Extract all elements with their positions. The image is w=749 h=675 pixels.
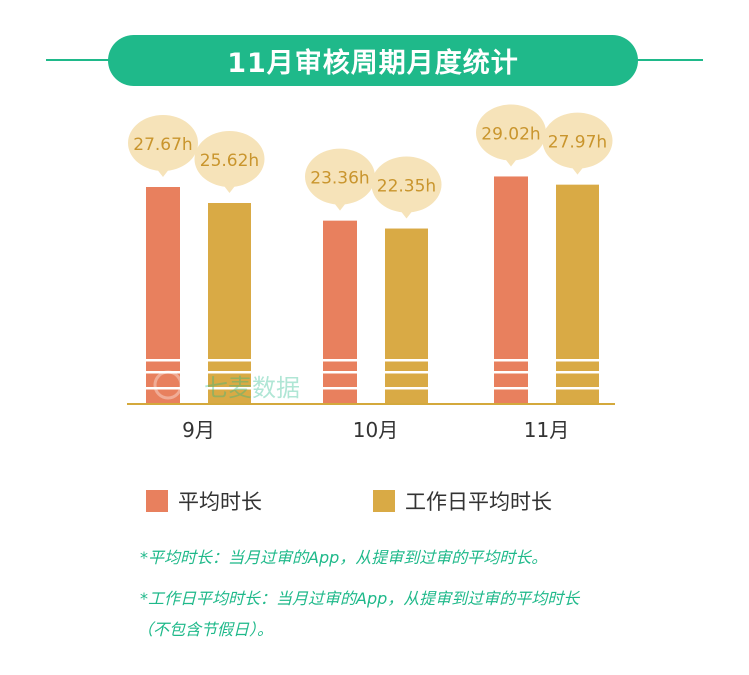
bar-avg-2 <box>494 176 528 403</box>
data-label: 27.97h <box>548 133 607 153</box>
data-label: 29.02h <box>481 124 540 144</box>
legend-item-avg: 平均时长 <box>146 486 262 516</box>
legend-item-workday: 工作日平均时长 <box>373 486 552 516</box>
labels-group: 27.67h 25.62h 9月 23.36h 22.35h 10月 29.02h 27.97… <box>128 104 613 442</box>
bar-stripe <box>208 387 251 390</box>
bar-stripe <box>323 359 357 362</box>
data-label: 22.35h <box>377 177 436 197</box>
bar-stripe <box>323 371 357 374</box>
note-avg: *平均时长：当月过审的App，从提审到过审的平均时长。 <box>140 548 548 567</box>
bar-stripe <box>494 359 528 362</box>
bar-stripe <box>385 371 428 374</box>
data-label: 27.67h <box>133 135 192 155</box>
data-label-bubble: 27.67h <box>128 115 198 177</box>
data-label: 23.36h <box>310 169 369 189</box>
bar-stripe <box>208 371 251 374</box>
bar-workday-2 <box>556 184 599 403</box>
bar-stripe <box>385 359 428 362</box>
bar-workday-1 <box>385 228 428 403</box>
bar-stripe <box>556 359 599 362</box>
bar-stripe <box>146 387 180 390</box>
page-title: 11月审核周期月度统计 <box>108 35 638 86</box>
legend-swatch-avg <box>146 490 168 512</box>
bar-stripe <box>146 371 180 374</box>
watermark: 七麦数据 <box>153 370 300 402</box>
data-label: 25.62h <box>200 151 259 171</box>
x-tick-label: 10月 <box>353 418 398 442</box>
bar-stripe <box>494 371 528 374</box>
bar-stripe <box>556 387 599 390</box>
watermark-logo-icon <box>153 370 183 400</box>
legend-label-avg: 平均时长 <box>178 490 262 514</box>
bar-avg-0 <box>146 187 180 403</box>
bar-chart: 七麦数据 27.67h 25.62h 9月 23.36h 22.35h 10月 29.02h… <box>127 104 615 442</box>
bars-group <box>146 176 599 403</box>
bar-stripe <box>323 387 357 390</box>
legend-label-workday: 工作日平均时长 <box>405 490 552 514</box>
title-line-right <box>636 59 703 61</box>
x-tick-label: 11月 <box>524 418 569 442</box>
bar-stripe <box>385 387 428 390</box>
title-line-left <box>46 59 110 61</box>
data-label-bubble: 22.35h <box>371 156 442 219</box>
bar-stripe <box>494 387 528 390</box>
data-label-bubble: 25.62h <box>194 131 265 194</box>
x-tick-label: 9月 <box>182 418 215 442</box>
note-workday: *工作日平均时长：当月过审的App，从提审到过审的平均时长 <box>140 589 580 608</box>
note-workday-cont: （不包含节假日）。 <box>137 620 274 639</box>
legend-swatch-workday <box>373 490 395 512</box>
data-label-bubble: 23.36h <box>305 148 375 211</box>
bar-stripe <box>208 359 251 362</box>
watermark-text: 七麦数据 <box>204 374 300 402</box>
bar-workday-0 <box>208 203 251 403</box>
bar-stripe <box>146 359 180 362</box>
bar-avg-1 <box>323 220 357 403</box>
bar-stripe <box>556 371 599 374</box>
data-label-bubble: 29.02h <box>476 104 546 167</box>
data-label-bubble: 27.97h <box>542 112 613 175</box>
